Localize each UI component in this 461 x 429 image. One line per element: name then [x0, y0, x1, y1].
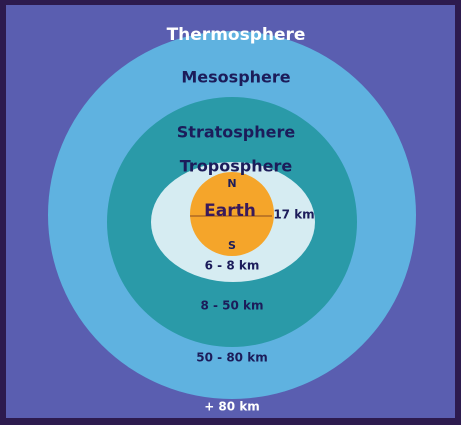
- layer-range: 8 - 50 km: [200, 299, 263, 313]
- equator-height: 17 km: [273, 208, 314, 222]
- north-label: N: [227, 177, 236, 190]
- earth-label: Earth: [204, 201, 256, 221]
- atmosphere-diagram: Thermosphere Mesosphere Stratosphere Tro…: [0, 0, 461, 425]
- layer-name: Thermosphere: [167, 25, 306, 45]
- layer-range: 6 - 8 km: [205, 259, 260, 273]
- layer-range: 50 - 80 km: [196, 351, 267, 365]
- layer-name: Mesosphere: [181, 68, 290, 87]
- layer-name: Stratosphere: [177, 123, 296, 142]
- page: Thermosphere Mesosphere Stratosphere Tro…: [0, 0, 461, 425]
- layer-range: + 80 km: [204, 400, 260, 414]
- layer-name: Troposphere: [180, 157, 293, 176]
- south-label: S: [228, 239, 236, 252]
